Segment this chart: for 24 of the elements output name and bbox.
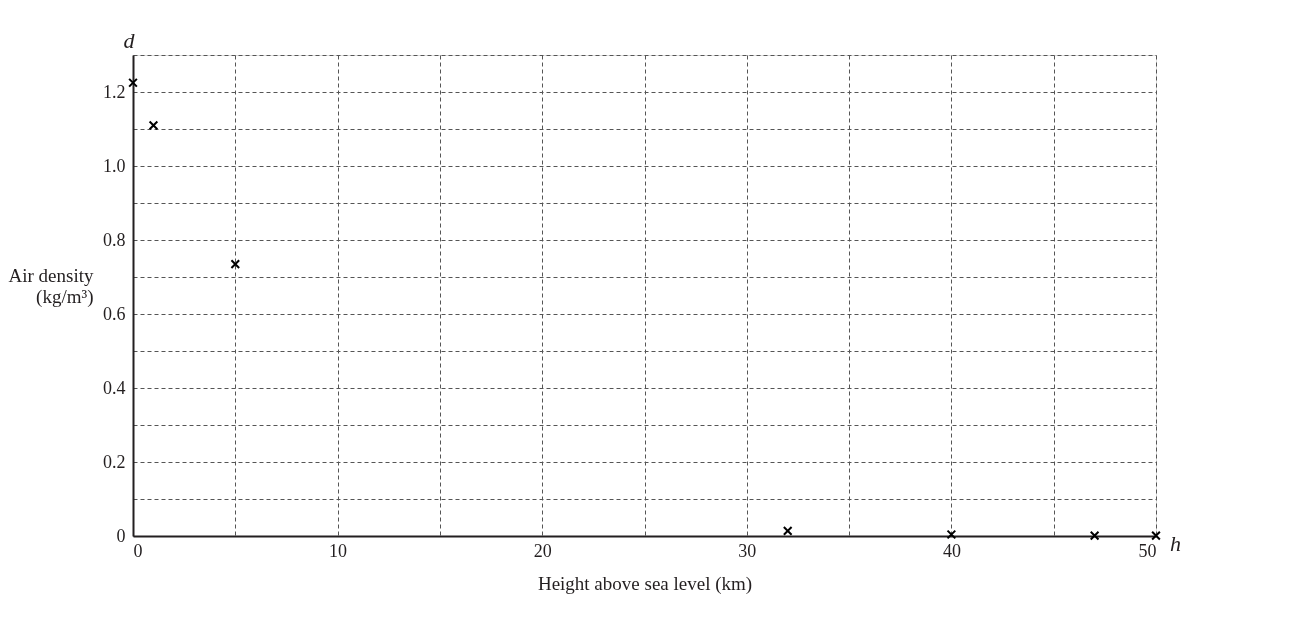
y-tick-label: 0.6 [103,303,126,324]
y-axis-title: Air density (kg/m³) [8,265,94,308]
y-tick-label: 1.2 [103,81,126,102]
x-tick-label: 10 [329,540,348,561]
point [148,120,159,131]
y-tick-label: 0.8 [103,229,126,250]
x-tick-label: 0 [133,540,143,561]
y-tick-label: 1.0 [103,155,126,176]
y-tick-label: 0.4 [103,377,126,398]
x-tick-label: 30 [738,540,757,561]
point [1089,530,1100,541]
point [1151,530,1161,541]
point [946,529,957,540]
x-tick-label: 20 [533,540,552,561]
text: h [1170,531,1181,556]
x-tick-label: 50 [1138,540,1157,561]
y-tick-label: 0 [116,525,126,546]
y-tick-label: 0.2 [103,451,126,472]
point [782,525,793,536]
x-axis-title: Height above sea level (km) [537,572,753,595]
point [128,77,138,88]
point [230,259,241,269]
x-tick-label: 40 [942,540,961,561]
text: d [123,28,136,53]
